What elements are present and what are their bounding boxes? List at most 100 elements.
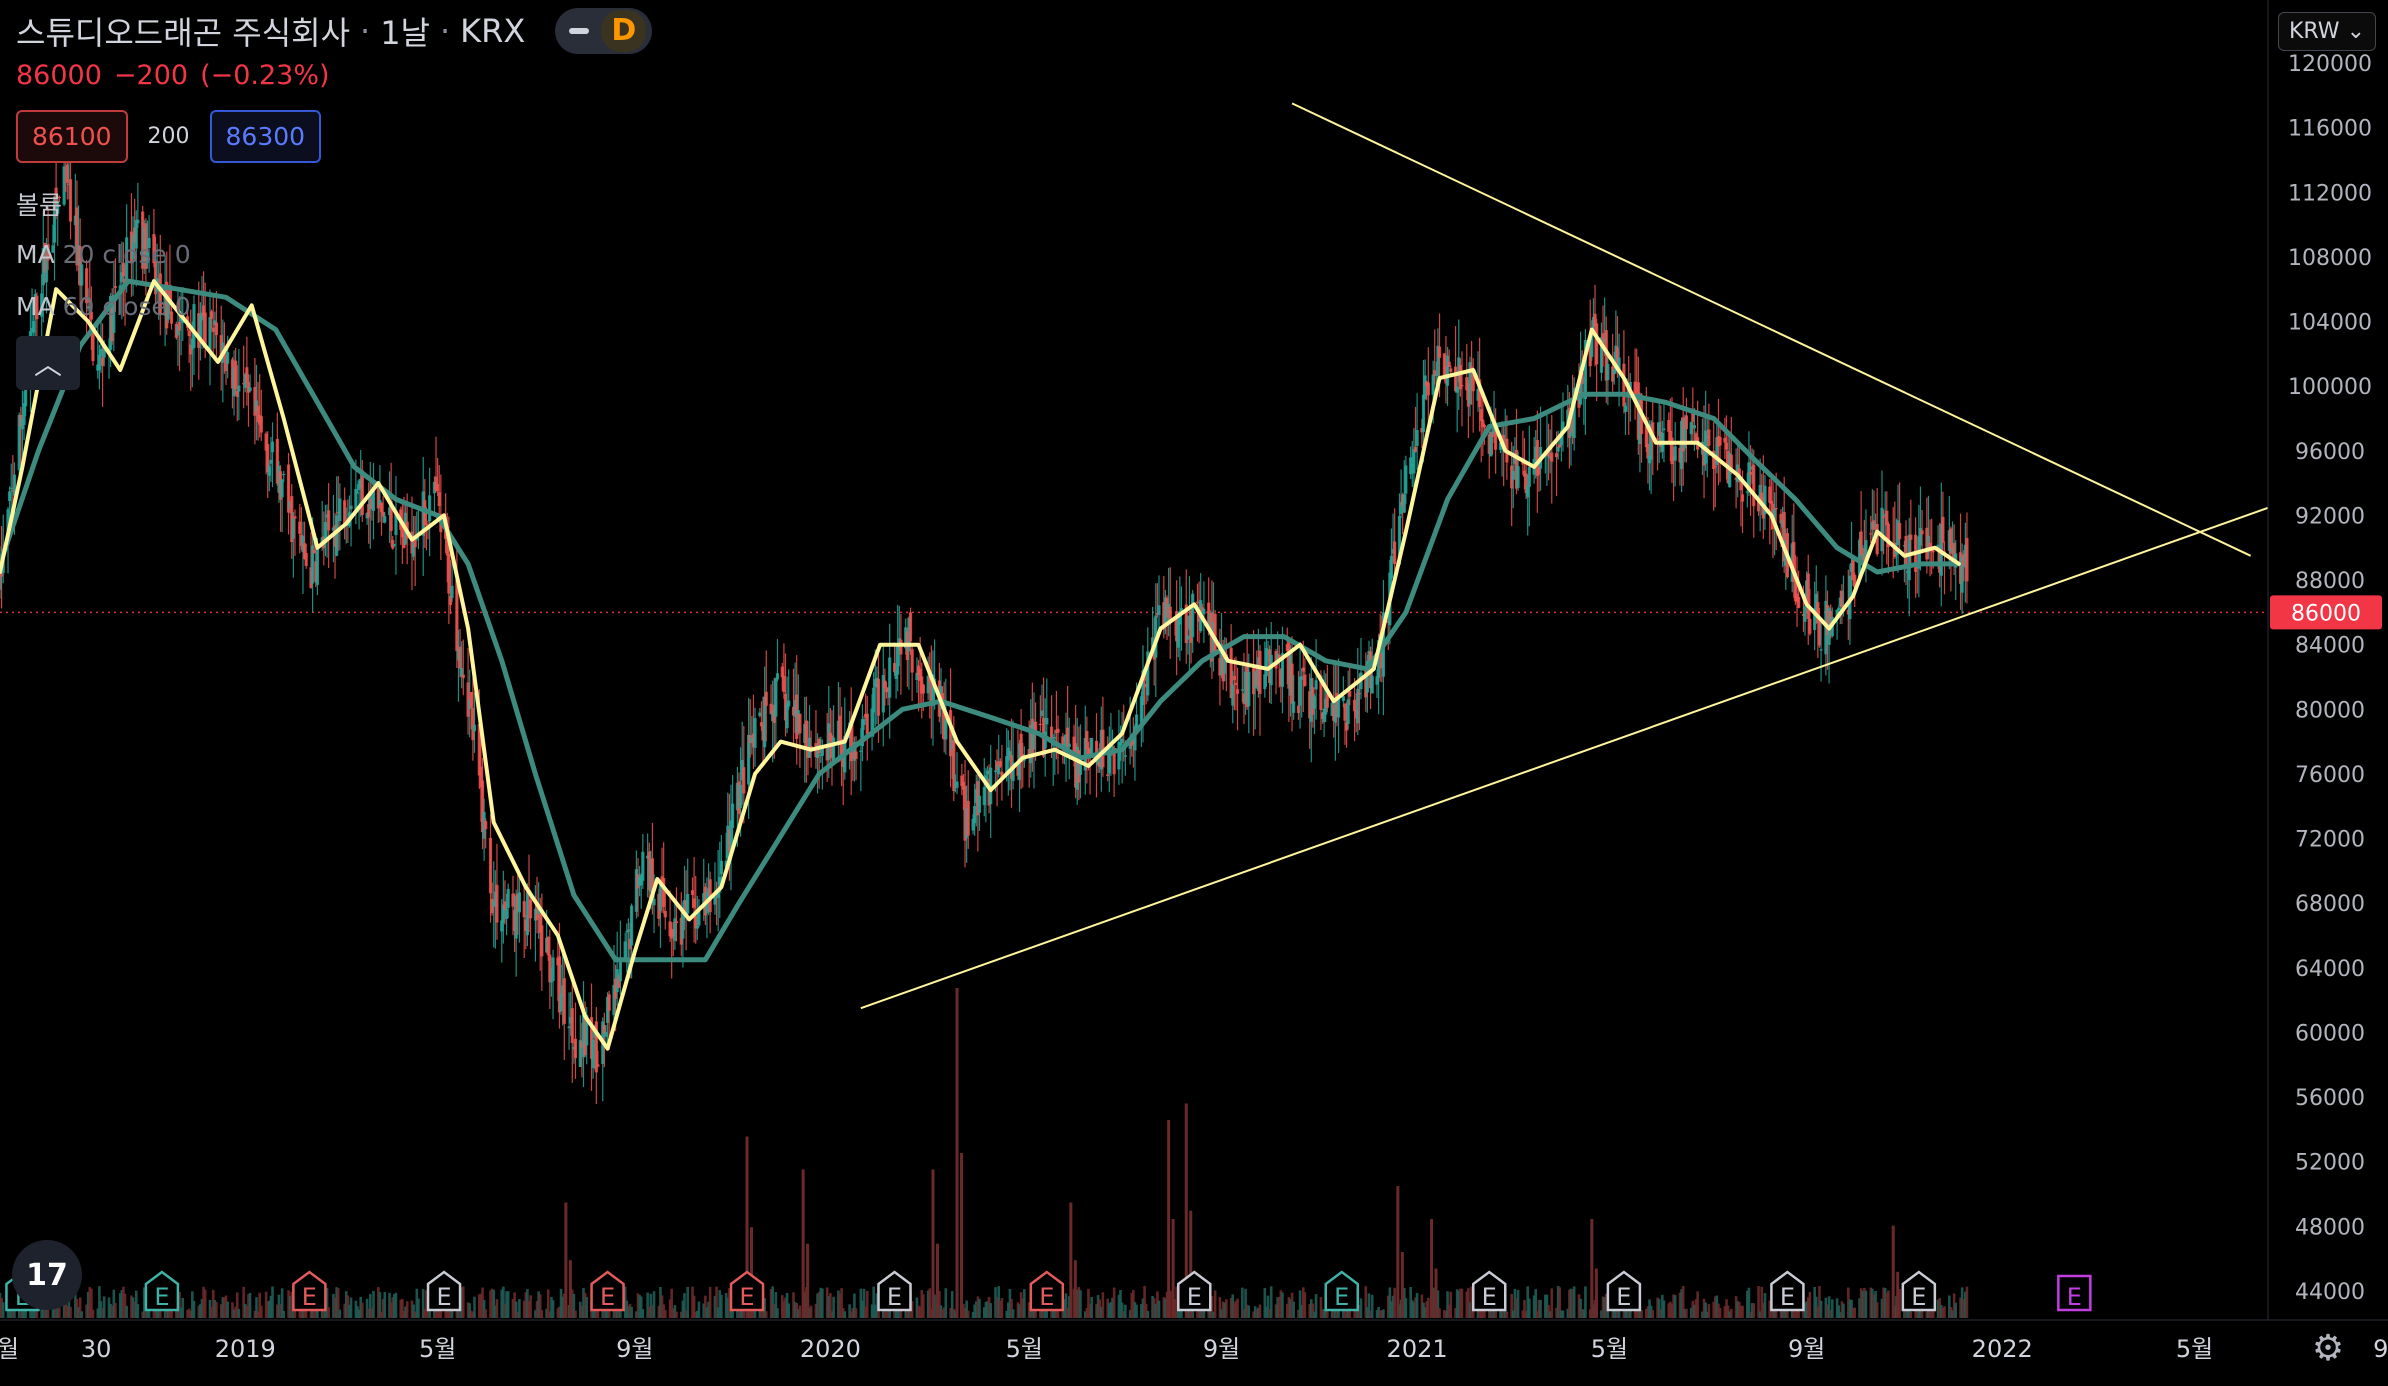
interval-label[interactable]: 1날 bbox=[380, 14, 430, 52]
earnings-marker[interactable]: E bbox=[144, 1270, 180, 1312]
earnings-marker[interactable]: E bbox=[1901, 1270, 1937, 1312]
ma60-indicator-label[interactable]: MA 60 close 0 bbox=[16, 292, 191, 321]
volume-spike bbox=[1896, 1271, 1900, 1318]
earnings-marker[interactable]: E bbox=[877, 1270, 912, 1312]
candle-body bbox=[997, 764, 1001, 775]
candle-body bbox=[1223, 651, 1227, 674]
volume-bar bbox=[1465, 1291, 1469, 1318]
earnings-marker[interactable]: E bbox=[1606, 1270, 1642, 1312]
candle-body bbox=[764, 691, 768, 706]
candle-body bbox=[1074, 743, 1078, 788]
volume-bar bbox=[726, 1297, 730, 1318]
earnings-marker[interactable]: E bbox=[1177, 1270, 1212, 1312]
volume-bar bbox=[288, 1295, 292, 1318]
volume-bar bbox=[1536, 1310, 1539, 1318]
candle-body bbox=[1412, 449, 1416, 474]
minus-icon bbox=[569, 28, 590, 34]
volume-bar bbox=[1133, 1302, 1137, 1318]
candle-body bbox=[1167, 603, 1171, 623]
volume-bar bbox=[582, 1287, 585, 1318]
candle-body bbox=[963, 786, 967, 841]
price-tick-label: 104000 bbox=[2288, 311, 2372, 336]
earnings-marker[interactable]: E bbox=[1324, 1270, 1360, 1312]
candle-body bbox=[258, 415, 262, 425]
candle-body bbox=[1016, 762, 1020, 776]
candle-body bbox=[1447, 361, 1451, 368]
volume-bar bbox=[1106, 1298, 1110, 1318]
volume-bar bbox=[168, 1306, 172, 1318]
buy-button[interactable]: 86300 bbox=[209, 110, 322, 163]
volume-bar bbox=[1835, 1298, 1839, 1318]
candle-body bbox=[479, 766, 483, 788]
candle-body bbox=[604, 1032, 608, 1037]
volume-bar bbox=[237, 1308, 241, 1318]
candle-body bbox=[522, 901, 526, 918]
earnings-marker[interactable]: E bbox=[426, 1270, 462, 1312]
volume-bar bbox=[1007, 1302, 1010, 1318]
candle-body bbox=[1399, 501, 1403, 514]
ma20-indicator-label[interactable]: MA 20 close 0 bbox=[16, 240, 191, 269]
candle-body bbox=[596, 1064, 600, 1067]
earnings-marker[interactable]: E bbox=[2057, 1274, 2092, 1312]
market-status-toggle[interactable]: D bbox=[555, 8, 653, 54]
volume-bar bbox=[372, 1290, 375, 1318]
price-tick-label: 108000 bbox=[2288, 246, 2372, 271]
candle-body bbox=[1208, 613, 1212, 635]
candle-body bbox=[145, 252, 150, 264]
volume-bar bbox=[1680, 1289, 1683, 1318]
volume-spike bbox=[1590, 1219, 1594, 1318]
candle-body bbox=[1615, 347, 1620, 371]
volume-bar bbox=[1151, 1295, 1154, 1318]
candle-body bbox=[1829, 610, 1833, 629]
gear-icon[interactable]: ⚙ bbox=[2311, 1327, 2345, 1369]
earnings-marker[interactable]: E bbox=[292, 1270, 327, 1312]
candle-body bbox=[84, 268, 89, 304]
earnings-marker[interactable]: E bbox=[1029, 1270, 1065, 1312]
earnings-marker[interactable]: E bbox=[590, 1270, 625, 1312]
candle-body bbox=[1612, 369, 1616, 374]
candle-body bbox=[357, 480, 361, 491]
sell-button[interactable]: 86100 bbox=[16, 110, 128, 163]
candle-body bbox=[469, 692, 473, 708]
symbol-name[interactable]: 스튜디오드래곤 주식회사 bbox=[16, 14, 351, 52]
earnings-marker[interactable]: E bbox=[1471, 1270, 1507, 1312]
volume-bar bbox=[33, 1309, 37, 1318]
candle-body bbox=[533, 909, 538, 921]
volume-bar bbox=[426, 1310, 430, 1318]
candle-body bbox=[718, 877, 722, 893]
volume-bar bbox=[88, 1287, 92, 1318]
volume-bar bbox=[189, 1310, 193, 1318]
volume-bar bbox=[1604, 1293, 1608, 1318]
candle-body bbox=[298, 521, 302, 534]
price-change: 86000 −200 (−0.23%) bbox=[16, 60, 342, 91]
candle-body bbox=[605, 996, 610, 1023]
volume-bar bbox=[1380, 1310, 1384, 1318]
volume-spike bbox=[955, 988, 959, 1318]
candle-body bbox=[1433, 370, 1437, 376]
earnings-marker[interactable]: E bbox=[1770, 1270, 1805, 1312]
collapse-legend-button[interactable]: ︿ bbox=[16, 336, 80, 390]
candle-body bbox=[1769, 500, 1773, 505]
volume-spike bbox=[935, 1243, 939, 1318]
volume-bar bbox=[1064, 1293, 1068, 1318]
candle-body bbox=[668, 921, 672, 937]
tradingview-logo-icon[interactable]: 17 bbox=[12, 1240, 82, 1310]
earnings-marker[interactable]: E bbox=[729, 1270, 765, 1312]
volume-bar bbox=[1678, 1292, 1682, 1318]
volume-indicator-label[interactable]: 볼륨 bbox=[16, 191, 63, 220]
volume-bar bbox=[771, 1286, 774, 1318]
volume-bar bbox=[1858, 1298, 1861, 1318]
volume-bar bbox=[224, 1295, 228, 1318]
candle-body bbox=[806, 746, 810, 758]
candle-body bbox=[432, 481, 437, 494]
currency-selector[interactable]: KRW ⌄ bbox=[2277, 12, 2376, 51]
candle-body bbox=[89, 311, 93, 320]
candle-body bbox=[1716, 436, 1721, 447]
candle-body bbox=[1200, 607, 1204, 612]
candle-body bbox=[19, 414, 23, 427]
volume-bar bbox=[282, 1310, 286, 1318]
candle-body bbox=[809, 746, 813, 749]
candle-body bbox=[1705, 435, 1709, 439]
candle-body bbox=[30, 327, 34, 331]
